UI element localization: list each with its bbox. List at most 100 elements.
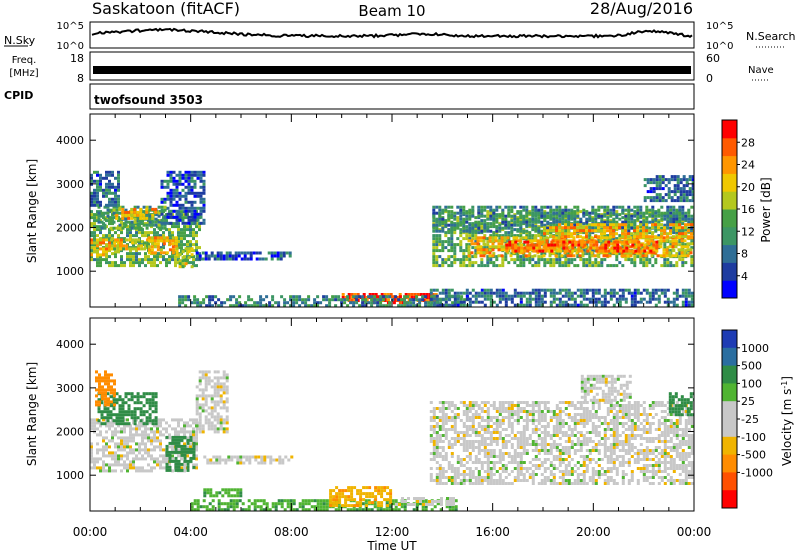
power-cell-r16 <box>633 205 637 209</box>
velocity-cell-r2 <box>98 373 101 377</box>
power-cell-r5 <box>106 208 110 212</box>
power-cell-r0 <box>189 234 192 238</box>
power-cell-r17 <box>579 229 582 233</box>
power-cell-r14 <box>485 248 489 252</box>
velocity-cell-r0 <box>141 430 144 434</box>
power-cell-r12 <box>433 301 437 305</box>
velocity-cell-r0 <box>144 448 147 452</box>
power-cell-r16 <box>498 226 502 230</box>
power-cell-r8 <box>190 206 194 210</box>
power-cell-r13 <box>498 264 502 268</box>
power-cell-r12 <box>370 298 374 302</box>
power-cell-r16 <box>501 208 505 212</box>
power-cell-r7 <box>102 176 105 180</box>
power-cell-r4 <box>178 259 182 263</box>
power-cell-r8 <box>187 206 191 210</box>
power-cell-r12 <box>358 295 362 299</box>
power-cell-r14 <box>659 245 663 249</box>
power-cell-r16 <box>576 214 580 218</box>
power-cell-r17 <box>543 229 546 233</box>
power-cell-r12 <box>247 295 251 299</box>
power-cbar-label-12: 12 <box>741 225 755 238</box>
power-cell-r5 <box>118 223 122 227</box>
power-cell-r16 <box>576 205 580 209</box>
power-cell-r8 <box>199 197 203 201</box>
power-cell-r16 <box>471 205 475 209</box>
power-cell-r15 <box>625 249 629 253</box>
power-cell-r19 <box>643 196 647 200</box>
power-cell-r16 <box>588 214 592 218</box>
power-cell-r13 <box>477 231 481 235</box>
power-cell-r7 <box>96 203 99 207</box>
power-cell-r15 <box>595 240 599 244</box>
power-cell-r18 <box>597 300 601 304</box>
power-cell-r16 <box>618 205 622 209</box>
power-cell-r15 <box>586 240 590 244</box>
power-cell-r14 <box>590 251 594 255</box>
power-cell-r18 <box>486 288 490 292</box>
power-cell-r12 <box>313 304 317 307</box>
velocity-cell-r0 <box>123 436 126 440</box>
power-cell-r17 <box>651 232 654 236</box>
power-cell-r18 <box>543 288 547 292</box>
power-cell-r0 <box>198 228 201 232</box>
velocity-cell-r1 <box>124 392 128 396</box>
power-cell-r8 <box>187 188 191 192</box>
power-cell-r0 <box>150 258 153 262</box>
power-cell-r16 <box>555 223 559 227</box>
power-cell-r17 <box>543 232 546 236</box>
velocity-cell-r0 <box>90 421 93 425</box>
power-cell-r13 <box>438 228 442 232</box>
power-cell-r16 <box>567 214 571 218</box>
power-cell-r14 <box>533 254 537 258</box>
power-cell-r15 <box>616 246 620 250</box>
power-cell-r8 <box>175 179 179 183</box>
power-cell-r8 <box>175 200 179 204</box>
power-cell-r16 <box>681 211 685 215</box>
power-cell-r14 <box>671 245 675 249</box>
velocity-cell-r3 <box>177 450 181 454</box>
velocity-cell-r0 <box>159 433 162 437</box>
power-cell-r13 <box>642 264 646 268</box>
power-cell-r12 <box>283 301 287 305</box>
velocity-cell-r0 <box>117 448 120 452</box>
power-cell-r13 <box>663 243 667 247</box>
power-cell-r16 <box>570 208 574 212</box>
power-cell-r18 <box>675 297 679 301</box>
power-cell-r17 <box>561 235 564 239</box>
power-cell-r18 <box>627 291 631 295</box>
power-cell-r5 <box>109 208 113 212</box>
power-cell-r0 <box>99 243 102 247</box>
power-cell-r14 <box>602 254 606 258</box>
power-cell-r16 <box>627 217 631 221</box>
power-cell-r13 <box>441 264 445 268</box>
power-cell-r1 <box>99 247 102 251</box>
velocity-cell-r2 <box>113 382 116 386</box>
velocity-cell-r0 <box>102 436 105 440</box>
power-cell-r7 <box>96 197 99 201</box>
power-cell-r10 <box>383 293 387 296</box>
power-cell-r19 <box>682 178 686 182</box>
power-cell-r16 <box>507 208 511 212</box>
power-cell-r13 <box>651 264 655 268</box>
power-cell-r16 <box>609 208 613 212</box>
velocity-cell-r0 <box>177 424 180 428</box>
power-cell-r10 <box>341 296 345 299</box>
power-cell-r15 <box>538 249 542 253</box>
power-cell-r0 <box>177 225 180 229</box>
power-cell-r13 <box>588 261 592 265</box>
power-cell-r2 <box>125 244 129 248</box>
power-cell-r6 <box>124 210 128 214</box>
velocity-cell-r0 <box>126 445 129 449</box>
velocity-cell-r0 <box>159 460 162 464</box>
power-cell-r13 <box>645 225 649 229</box>
power-cell-r14 <box>581 245 585 249</box>
power-cell-r18 <box>594 300 598 304</box>
velocity-cell-r1 <box>127 407 131 411</box>
power-cell-r0 <box>120 255 123 259</box>
velocity-cell-r2 <box>113 403 116 407</box>
power-cell-r13 <box>654 258 658 262</box>
power-cell-r13 <box>588 237 592 241</box>
power-cell-r14 <box>590 236 594 240</box>
